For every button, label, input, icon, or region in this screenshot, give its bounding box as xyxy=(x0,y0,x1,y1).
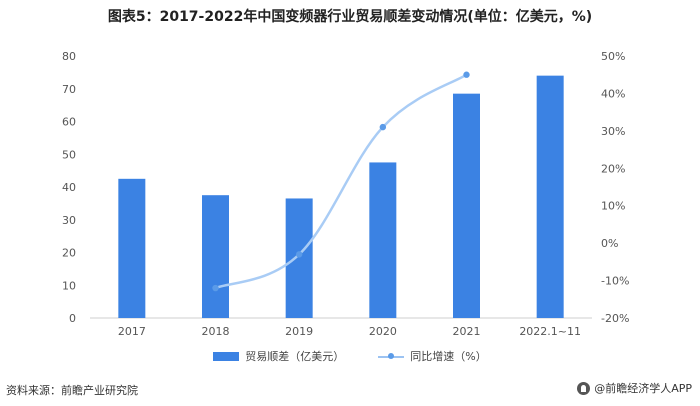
brand-logo-icon xyxy=(577,381,591,395)
y-right-tick-label: 10% xyxy=(601,200,625,213)
source-note: 资料来源：前瞻产业研究院 xyxy=(6,384,138,397)
y-left-tick-label: 50 xyxy=(62,148,76,161)
legend-line-swatch xyxy=(378,352,405,361)
y-left-tick-label: 70 xyxy=(62,83,76,96)
legend-item-bar: 贸易顺差（亿美元） xyxy=(213,348,344,364)
bar-2018 xyxy=(202,195,229,318)
legend-bar-swatch xyxy=(213,351,240,361)
legend-line-label: 同比增速（%） xyxy=(410,350,487,363)
brand-text: @前瞻经济学人APP xyxy=(594,382,692,395)
bar-2020 xyxy=(369,162,397,318)
growth-point-2018 xyxy=(212,284,219,292)
bar-2017 xyxy=(118,178,146,318)
brand-credit: @前瞻经济学人APP xyxy=(577,380,692,396)
bar-2019 xyxy=(285,198,313,318)
x-tick-label: 2017 xyxy=(118,325,146,338)
y-left-tick-label: 30 xyxy=(62,214,76,227)
y-left-tick-label: 80 xyxy=(62,50,76,63)
chart-title: 图表5：2017-2022年中国变频器行业贸易顺差变动情况(单位：亿美元，%) xyxy=(107,9,593,25)
y-left-tick-label: 60 xyxy=(62,116,76,129)
growth-point-2021 xyxy=(463,71,470,78)
legend-bar-label: 贸易顺差（亿美元） xyxy=(245,350,345,363)
bar-2021 xyxy=(453,93,480,318)
growth-point-2020 xyxy=(379,123,387,131)
y-right-tick-label: 30% xyxy=(601,125,625,138)
growth-rate-line xyxy=(215,73,468,290)
bar-2022111 xyxy=(536,75,564,319)
y-right-tick-label: 0% xyxy=(601,237,618,250)
y-left-tick-label: 40 xyxy=(62,181,76,194)
y-right-tick-label: 50% xyxy=(601,50,625,63)
legend-item-line: 同比增速（%） xyxy=(378,348,487,364)
y-left-tick-label: 10 xyxy=(62,279,76,292)
y-right-tick-label: -20% xyxy=(601,312,629,325)
y-right-tick-label: -10% xyxy=(601,275,629,288)
y-left-tick-label: 0 xyxy=(69,312,76,325)
chart-legend: 贸易顺差（亿美元） 同比增速（%） xyxy=(0,348,700,364)
growth-point-2019 xyxy=(295,251,303,258)
y-right-tick-label: 20% xyxy=(601,162,625,175)
x-tick-label: 2018 xyxy=(202,325,230,338)
x-tick-label: 2021 xyxy=(453,325,481,338)
x-tick-label: 2020 xyxy=(369,325,397,338)
x-tick-label: 2019 xyxy=(285,325,313,338)
x-tick-label: 2022.1~11 xyxy=(519,325,581,338)
y-left-tick-label: 20 xyxy=(62,247,76,260)
y-right-tick-label: 40% xyxy=(601,87,625,100)
